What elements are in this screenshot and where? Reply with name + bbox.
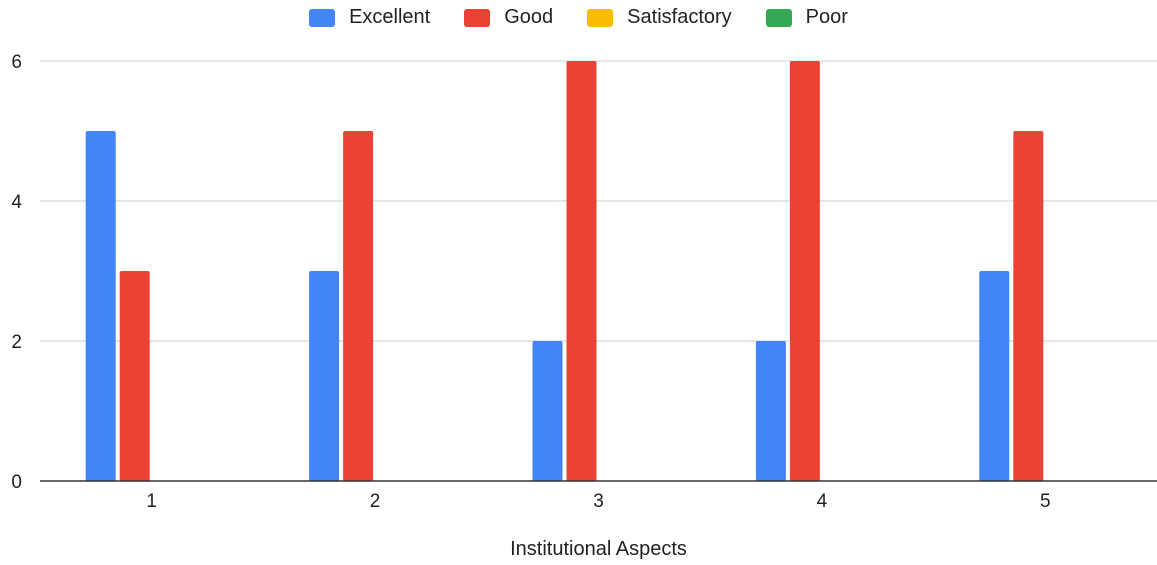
legend-label-poor: Poor [805, 6, 848, 28]
legend-swatch-excellent [309, 8, 336, 27]
legend-item-poor: Poor [765, 6, 848, 29]
legend-item-good: Good [464, 6, 553, 29]
legend-item-excellent: Excellent [309, 6, 430, 29]
y-tick-label-6: 6 [11, 52, 22, 73]
legend-label-good: Good [504, 6, 554, 28]
x-tick-label-3: 3 [593, 491, 604, 512]
x-tick-label-2: 2 [370, 491, 381, 512]
legend-item-satisfactory: Satisfactory [587, 6, 732, 29]
bar-excellent-3 [532, 341, 563, 481]
bar-good-5 [1013, 131, 1044, 481]
x-tick-label-4: 4 [817, 491, 828, 512]
y-tick-label-0: 0 [11, 472, 22, 493]
bar-good-3 [566, 61, 597, 481]
legend-label-excellent: Excellent [349, 6, 431, 28]
x-axis-label: Institutional Aspects [510, 538, 687, 560]
legend-swatch-poor [765, 8, 792, 27]
bar-excellent-4 [755, 341, 786, 481]
legend-swatch-satisfactory [587, 8, 614, 27]
y-tick-label-4: 4 [11, 192, 22, 213]
legend-label-satisfactory: Satisfactory [627, 6, 732, 28]
bar-good-2 [343, 131, 374, 481]
legend: Excellent Good Satisfactory Poor [0, 6, 1157, 29]
bar-excellent-1 [85, 131, 116, 481]
y-tick-label-2: 2 [11, 332, 22, 353]
bar-excellent-5 [979, 271, 1010, 481]
bar-excellent-2 [309, 271, 340, 481]
bar-good-4 [789, 61, 820, 481]
legend-swatch-good [464, 8, 491, 27]
bar-good-1 [119, 271, 150, 481]
x-tick-label-1: 1 [146, 491, 157, 512]
x-tick-label-5: 5 [1040, 491, 1051, 512]
